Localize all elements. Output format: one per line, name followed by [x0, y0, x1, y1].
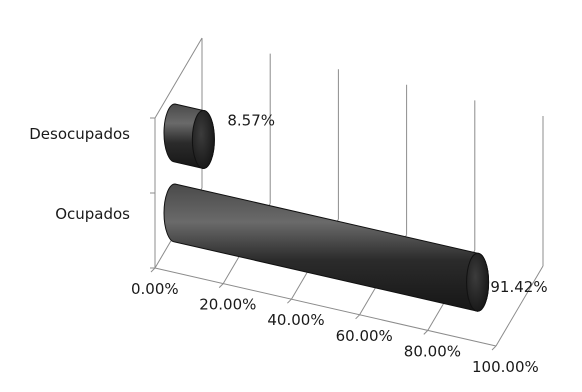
x-tick [287, 298, 292, 304]
x-axis-line [154, 267, 497, 347]
x-tick [218, 283, 224, 288]
bar-desocupados [163, 103, 215, 169]
x-tick [491, 345, 497, 351]
x-tick-label: 80.00% [404, 342, 461, 360]
bar-end-cap [191, 109, 215, 169]
labels: 0.00% 20.00% 40.00% 60.00% 80.00% 100.00% Deso… [29, 111, 547, 376]
x-tick [355, 314, 360, 320]
x-tick [423, 330, 429, 335]
data-label: 8.57% [227, 111, 275, 129]
category-label: Desocupados [29, 125, 130, 143]
x-tick-label: 0.00% [131, 280, 179, 298]
bars [163, 103, 490, 312]
floor-gridline [495, 265, 544, 347]
bar-ocupados [163, 183, 490, 312]
x-tick-label: 20.00% [199, 296, 256, 314]
x-tick-label: 40.00% [267, 311, 324, 329]
category-label: Ocupados [55, 205, 130, 223]
x-tick [150, 267, 156, 273]
bar-body [163, 183, 490, 312]
data-label: 91.42% [490, 278, 547, 296]
x-tick-label: 100.00% [472, 358, 539, 376]
bar-end-cap [466, 252, 490, 312]
x-tick-label: 60.00% [336, 327, 393, 345]
